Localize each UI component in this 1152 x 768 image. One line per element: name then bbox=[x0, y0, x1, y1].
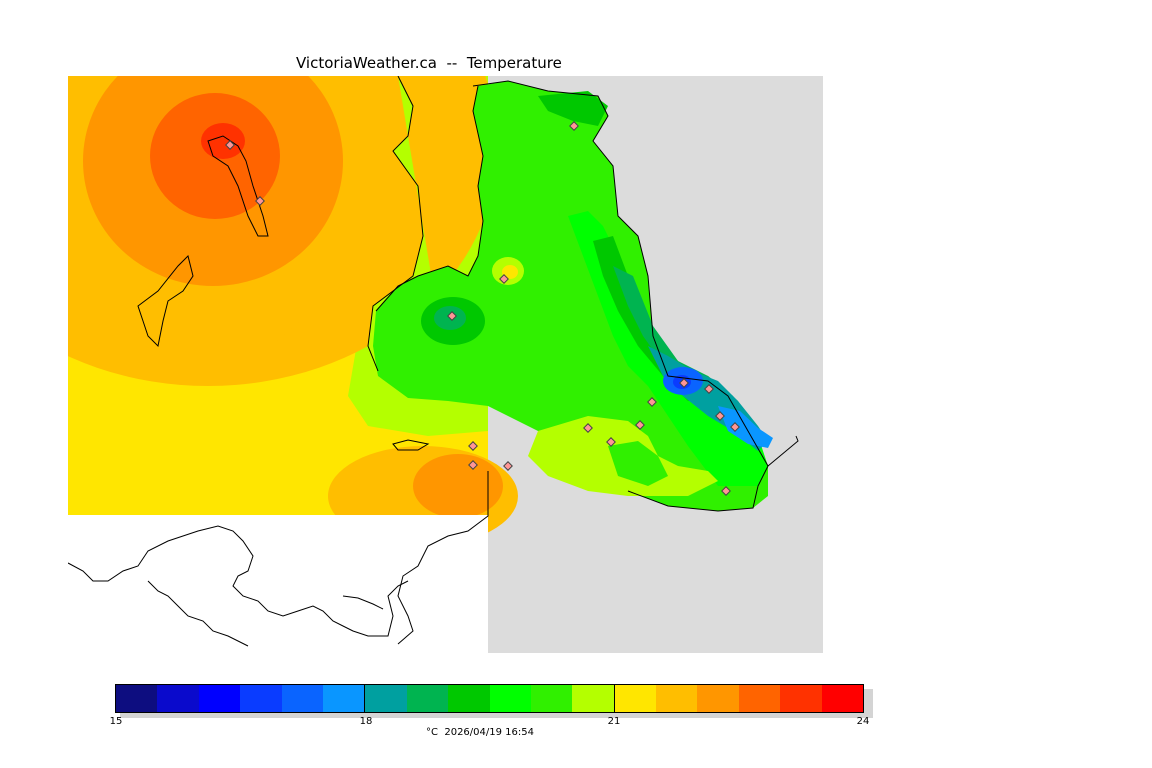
legend-swatch bbox=[572, 685, 615, 712]
station-marker bbox=[255, 196, 265, 206]
legend-swatch bbox=[406, 685, 449, 712]
legend-caption: °C 2026/04/19 16:54 bbox=[426, 727, 534, 738]
station-marker bbox=[499, 274, 509, 284]
legend-swatch bbox=[738, 685, 781, 712]
temp-field-25 bbox=[201, 123, 245, 159]
station-marker bbox=[583, 423, 593, 433]
station-marker bbox=[730, 422, 740, 432]
legend-tick: 24 bbox=[856, 716, 870, 727]
legend-swatch bbox=[322, 685, 366, 712]
legend-swatch bbox=[116, 685, 158, 712]
station-marker bbox=[635, 420, 645, 430]
no-data-region bbox=[68, 515, 488, 653]
legend-swatch bbox=[530, 685, 573, 712]
station-marker bbox=[606, 437, 616, 447]
legend-swatch bbox=[489, 685, 531, 712]
legend-swatch bbox=[697, 685, 739, 712]
station-marker bbox=[569, 121, 579, 131]
legend-swatch bbox=[365, 685, 407, 712]
station-marker bbox=[468, 441, 478, 451]
temperature-colorbar bbox=[115, 684, 864, 713]
legend-swatch bbox=[614, 685, 657, 712]
station-marker bbox=[721, 486, 731, 496]
station-marker bbox=[679, 378, 689, 388]
legend-swatch bbox=[656, 685, 698, 712]
legend-swatch bbox=[780, 685, 822, 712]
station-markers bbox=[225, 121, 740, 496]
legend-swatch bbox=[448, 685, 490, 712]
legend-tick: 21 bbox=[607, 716, 621, 727]
legend-swatch bbox=[240, 685, 282, 712]
temp-field-23b bbox=[413, 454, 503, 518]
page-title: VictoriaWeather.ca -- Temperature bbox=[296, 54, 562, 72]
temperature-map[interactable] bbox=[68, 76, 823, 653]
legend-swatch bbox=[821, 685, 864, 712]
station-marker bbox=[647, 397, 657, 407]
coastline bbox=[68, 76, 799, 647]
legend-swatch bbox=[157, 685, 199, 712]
station-marker bbox=[503, 461, 513, 471]
legend-swatch bbox=[281, 685, 323, 712]
station-marker bbox=[715, 411, 725, 421]
station-marker bbox=[447, 311, 457, 321]
station-marker bbox=[468, 460, 478, 470]
map-canvas bbox=[68, 76, 799, 653]
station-marker bbox=[704, 384, 714, 394]
legend-tick: 15 bbox=[109, 716, 123, 727]
legend-tick: 18 bbox=[359, 716, 373, 727]
station-marker bbox=[225, 140, 235, 150]
legend-swatch bbox=[198, 685, 241, 712]
